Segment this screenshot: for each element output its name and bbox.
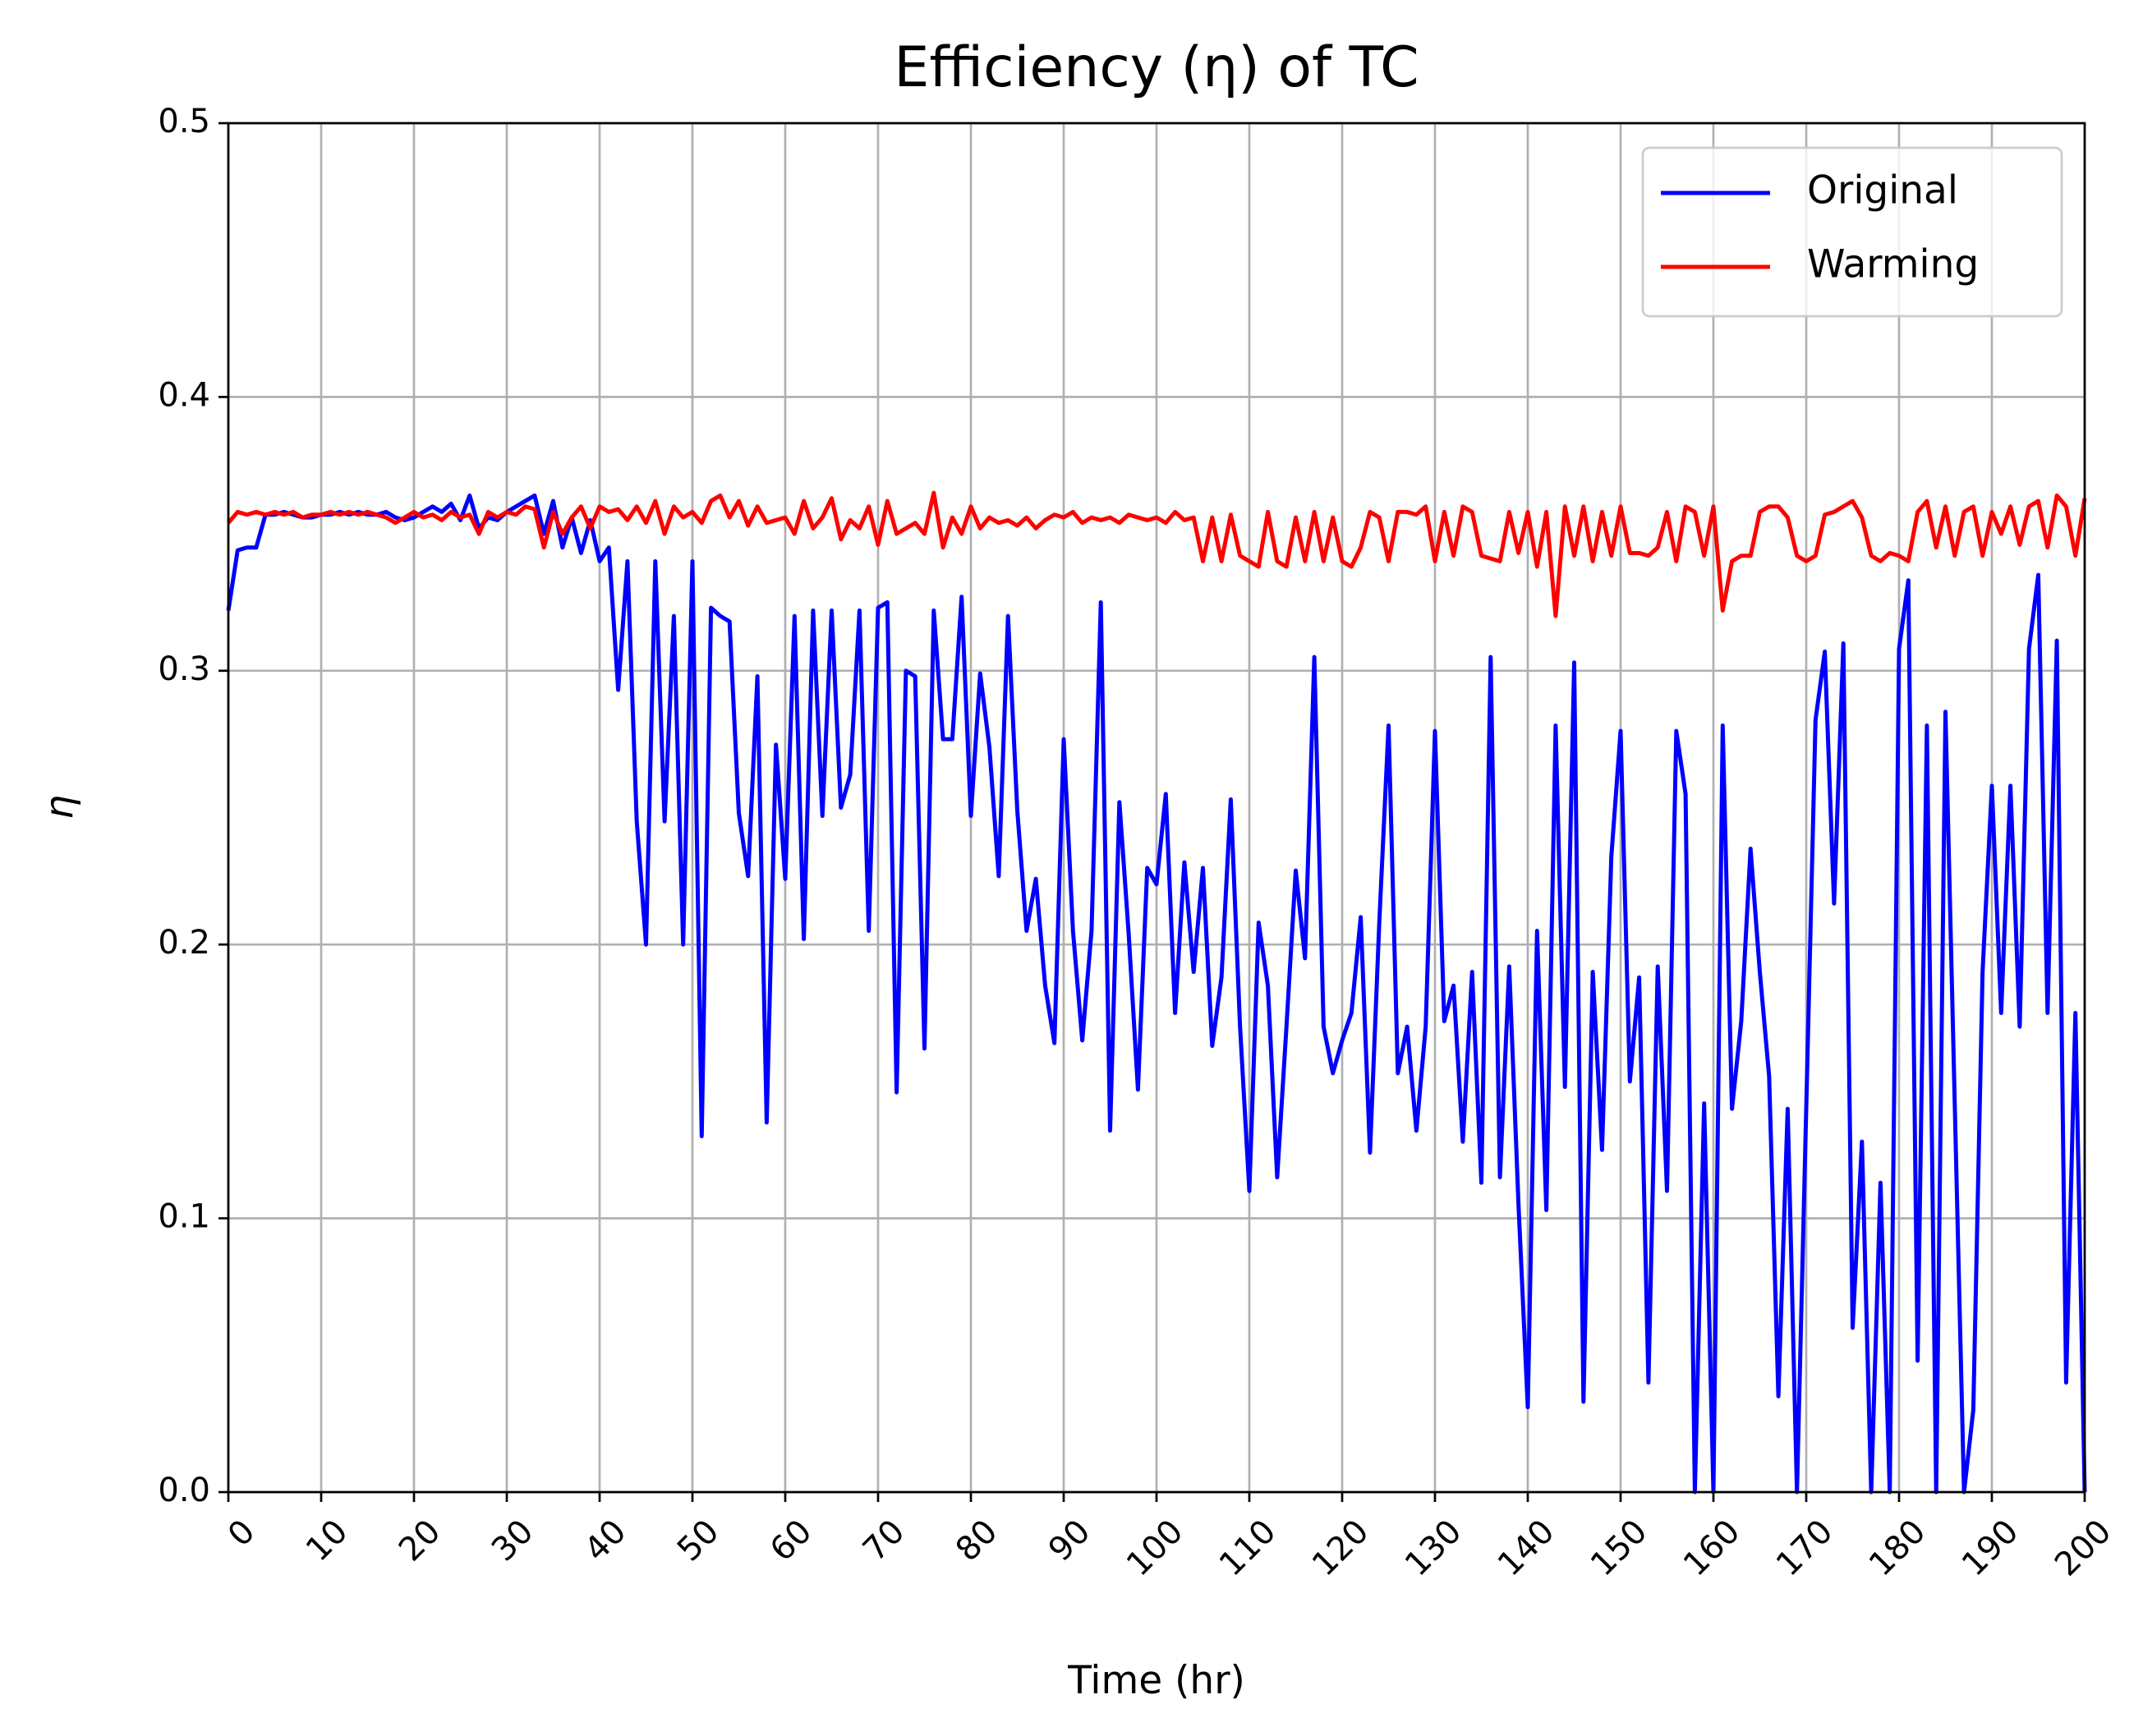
legend-box [1641,146,2063,318]
series-line [226,493,2087,1495]
legend-label: Warming [1807,242,1979,287]
legend: Original Warming [1641,146,2063,318]
y-tick-label: 0.5 [158,103,210,140]
series-line [227,490,2087,618]
legend-label: Original [1807,168,1958,214]
x-axis-label: Time (hr) [1067,1658,1245,1703]
axes-frame [227,122,2086,1494]
y-tick-label: 0.4 [158,376,210,414]
y-tick-label: 0.2 [158,924,210,962]
y-tick-label: 0.3 [158,650,210,688]
chart-title: Efficiency (η) of TC [894,35,1419,100]
y-tick-label: 0.1 [158,1198,210,1236]
y-tick-label: 0.0 [158,1472,210,1509]
grid [227,122,2086,1494]
plot-area [226,490,2087,1495]
y-axis-label: η [37,795,82,820]
